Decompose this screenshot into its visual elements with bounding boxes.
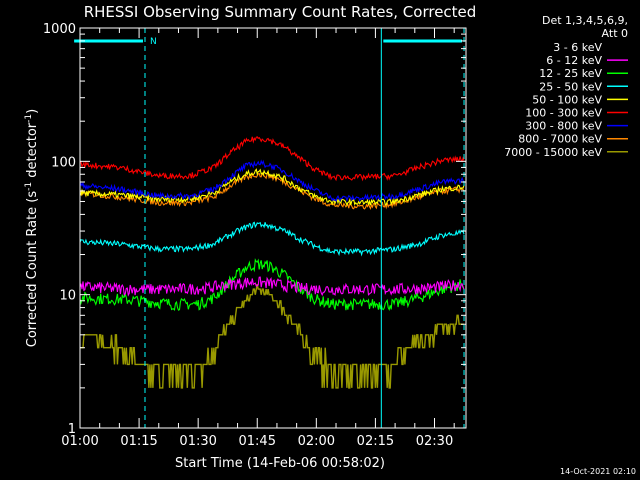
x-tick-label-0230: 02:30: [416, 434, 453, 449]
y-axis-label-sup1: -1: [24, 182, 34, 191]
y-axis-label-end: ): [25, 109, 40, 114]
series-line-25-50-kev: [79, 221, 465, 257]
legend-label-100-300-kev: 100 - 300 keV: [525, 107, 602, 120]
series-line-300-800-kev: [79, 159, 465, 203]
legend-label-6-12-kev: 6 - 12 keV: [546, 54, 602, 67]
y-axis-label-main: Corrected Count Rate (s: [25, 191, 40, 348]
y-tick-label-100: 100: [51, 155, 76, 170]
legend-label-3-6-kev: 3 - 6 keV: [553, 41, 602, 54]
x-tick-label-0115: 01:15: [120, 434, 157, 449]
x-tick-label-0145: 01:45: [239, 434, 276, 449]
chart-title: RHESSI Observing Summary Count Rates, Co…: [84, 3, 477, 21]
series-line-12-25-kev: [79, 258, 465, 312]
y-tick-label-1: 1: [68, 422, 76, 437]
series-line-100-300-kev: [79, 136, 465, 182]
y-tick-label-1000: 1000: [43, 22, 76, 37]
night-label: N: [150, 37, 157, 47]
legend-label-800-7000-kev: 800 - 7000 keV: [518, 133, 602, 146]
y-tick-label-10: 10: [59, 289, 76, 304]
legend-label-300-800-kev: 300 - 800 keV: [525, 120, 602, 133]
x-tick-label-0200: 02:00: [298, 434, 335, 449]
x-tick-label-0100: 01:00: [61, 434, 98, 449]
series-line-7000-15000-kev: [80, 283, 464, 389]
series-layer: [79, 136, 465, 428]
x-tick-label-0130: 01:30: [179, 434, 216, 449]
axes-layer: 1 10 100 1000 01:00 01:15 01:30 01:45 02:00 02:15…: [43, 22, 467, 449]
series-line-6-12-kev: [79, 276, 465, 297]
footer-timestamp: 14-Oct-2021 02:10: [560, 467, 636, 476]
legend-label-12-25-kev: 12 - 25 keV: [539, 67, 602, 80]
y-axis-label: Corrected Count Rate (s-1 detector-1): [24, 109, 40, 347]
series-line-50-100-kev: [79, 168, 465, 207]
series-line-3-6-kev: [79, 347, 464, 428]
legend-label-50-100-kev: 50 - 100 keV: [532, 93, 602, 106]
legend-label-7000-15000-kev: 7000 - 15000 keV: [504, 146, 602, 159]
x-axis-label: Start Time (14-Feb-06 00:58:02): [175, 456, 385, 471]
y-axis-label-mid: detector: [25, 122, 40, 182]
y-axis-label-sup2: -1: [24, 114, 34, 123]
plot-frame: [79, 27, 467, 429]
x-tick-label-0215: 02:15: [357, 434, 394, 449]
legend-header-line-2: Att 0: [602, 27, 628, 40]
legend-label-25-50-kev: 25 - 50 keV: [539, 80, 602, 93]
legend-header-line-1: Det 1,3,4,5,6,9,: [542, 14, 628, 27]
